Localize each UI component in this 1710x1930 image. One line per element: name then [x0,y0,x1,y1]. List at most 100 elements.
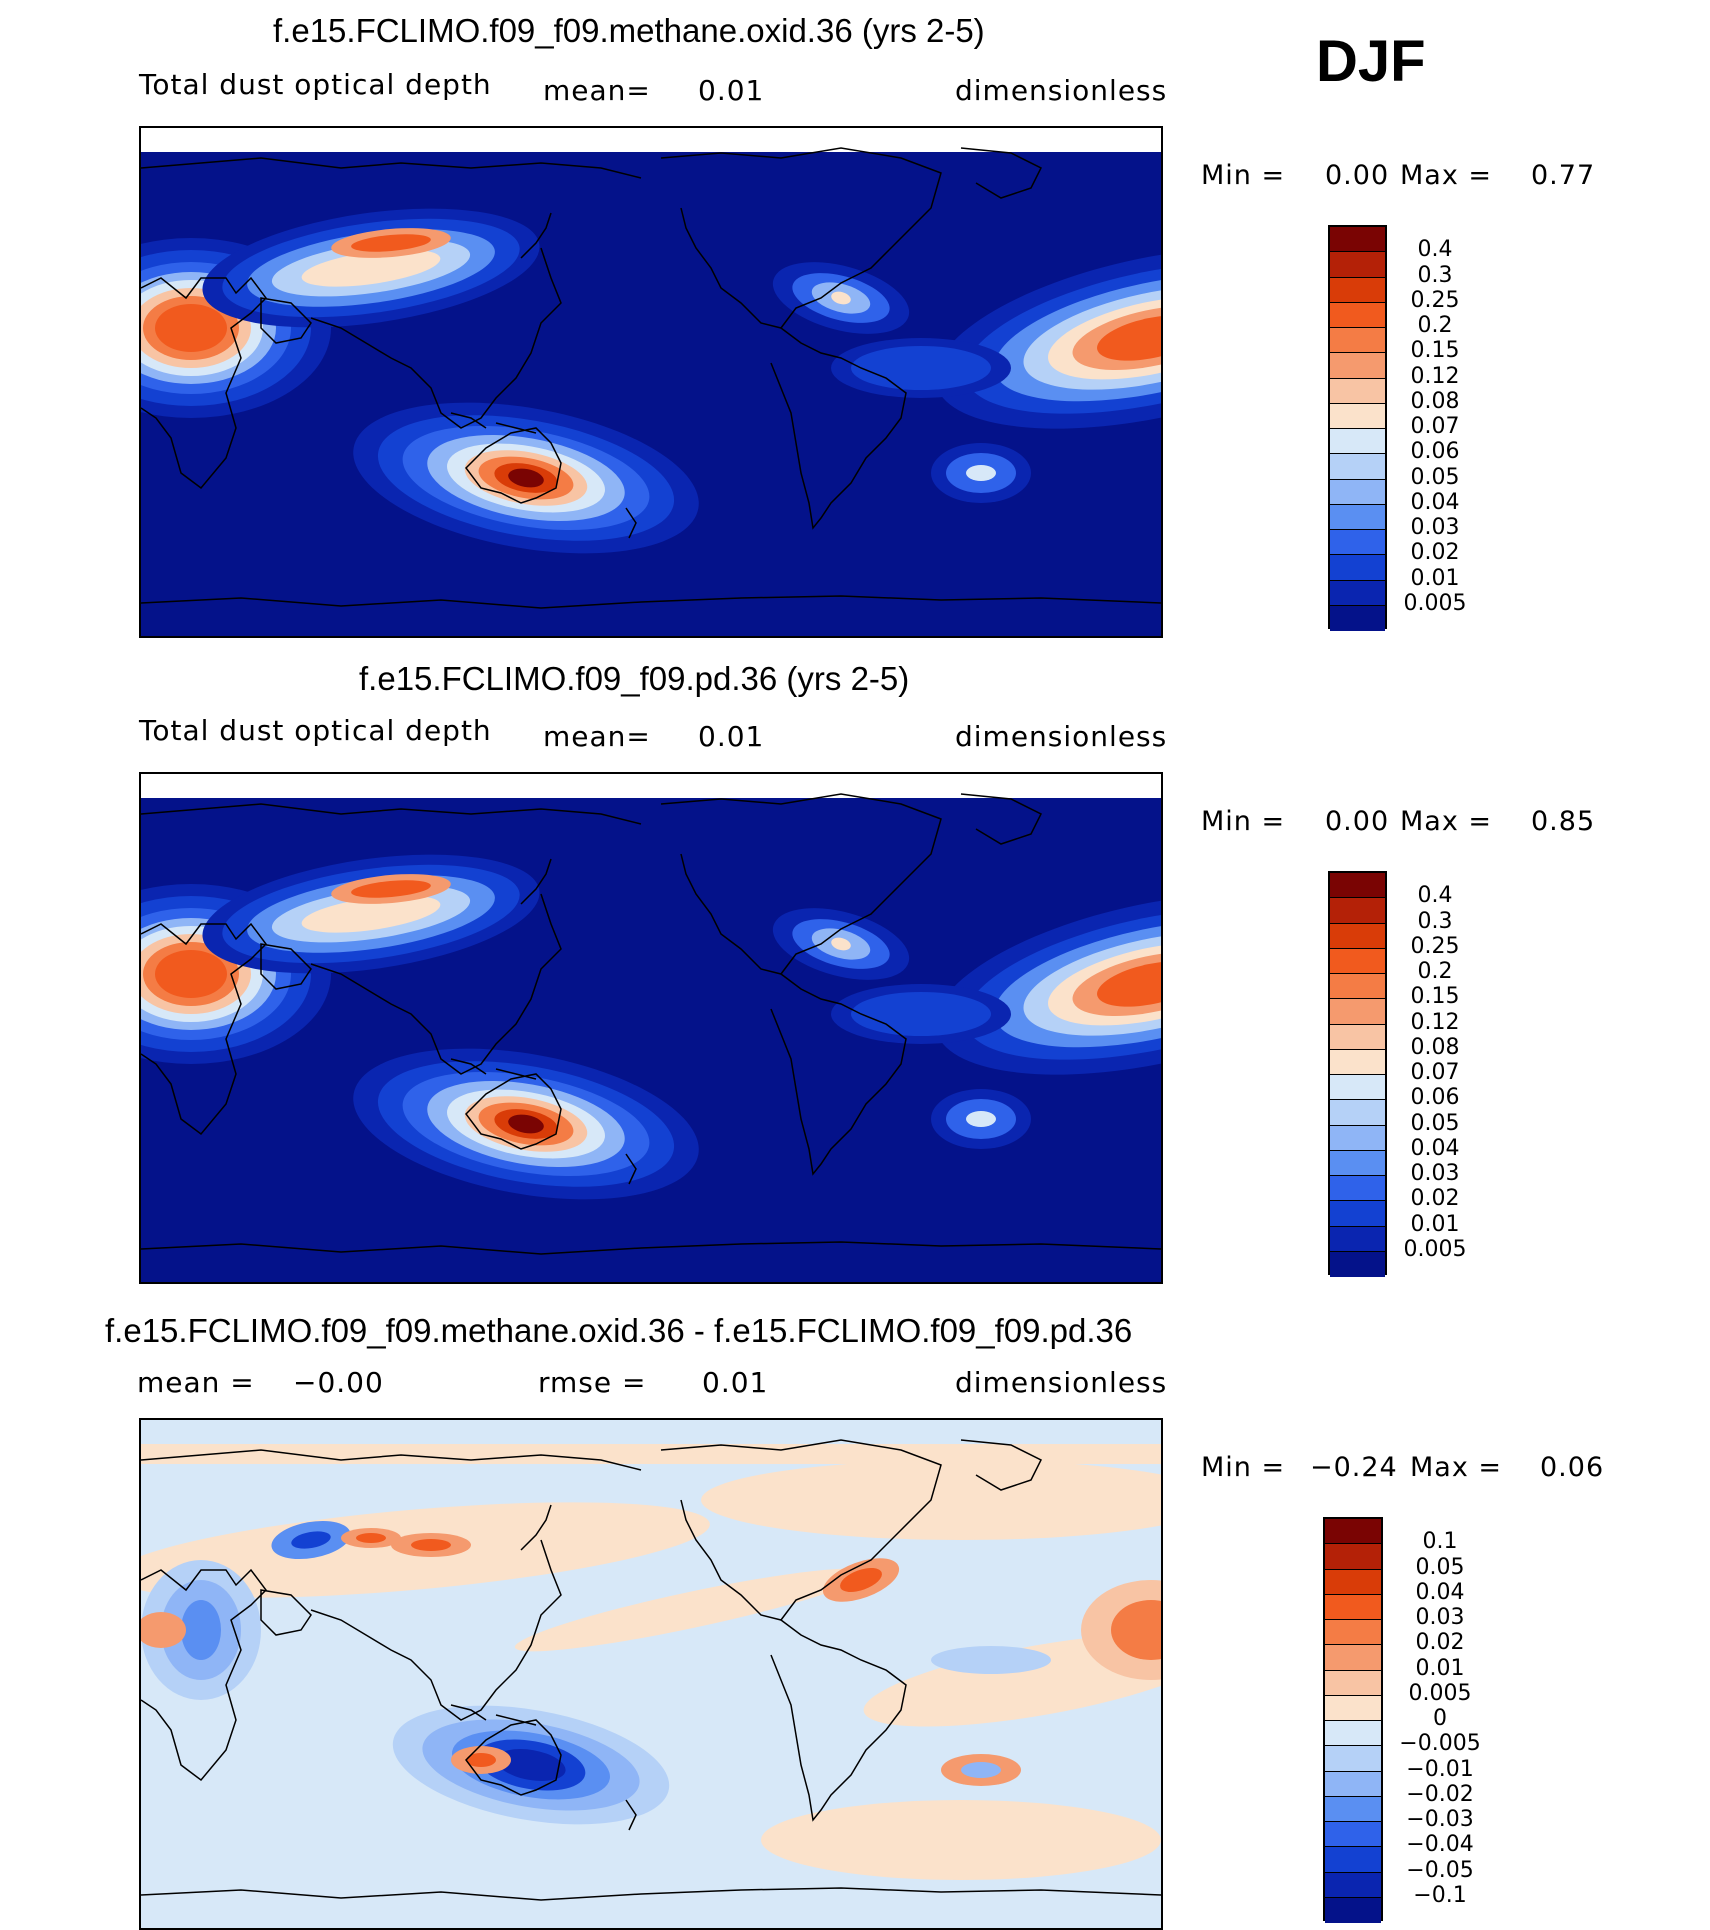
colorbar-swatch [1330,1049,1385,1075]
colorbar-tick-label: 0.15 [1410,338,1460,364]
colorbar-tick-label: 0.02 [1410,1186,1460,1212]
colorbar-swatch [1330,898,1385,924]
colorbar-tick-label: 0.3 [1417,908,1453,934]
colorbar-tick-label: 0.06 [1410,1085,1460,1111]
panel-1-units: dimensionless [955,74,1168,107]
colorbar-swatch [1325,1771,1381,1797]
colorbar-swatch [1330,999,1385,1025]
colorbar-tick-label: 0 [1433,1706,1447,1731]
colorbar-tick-label: 0.01 [1410,1211,1460,1237]
panel-3-mean-value: −0.00 [293,1366,384,1399]
colorbar-swatch [1325,1594,1381,1620]
panel-1-min-label: Min = [1201,160,1286,191]
panel-3-max-label: Max = [1410,1452,1503,1483]
colorbar-swatch [1330,504,1385,530]
colorbar-swatch [1325,1746,1381,1772]
panel-3-min-label: Min = [1201,1452,1286,1483]
colorbar-swatch [1330,378,1385,404]
colorbar-swatch [1330,580,1385,606]
colorbar-tick-label: −0.04 [1406,1832,1474,1858]
colorbar-swatch [1330,1024,1385,1050]
colorbar-swatch [1330,873,1385,899]
colorbar-swatch [1330,277,1385,303]
colorbar-tick-label: 0.05 [1410,1110,1460,1136]
colorbar-swatch [1330,1150,1385,1176]
colorbar-tick-label: 0.02 [1415,1630,1465,1656]
colorbar-swatch [1330,429,1385,455]
panel-2-mean-label: mean= [543,720,651,753]
colorbar-tick-label: 0.05 [1415,1554,1465,1580]
panel-3-rmse-label: rmse = [538,1366,647,1399]
colorbar-swatch [1330,252,1385,278]
colorbar-swatch [1325,1645,1381,1671]
colorbar-tick-label: 0.2 [1417,313,1453,338]
colorbar-tick-label: 0.12 [1410,1009,1460,1035]
colorbar-tick-label: 0.03 [1410,1161,1460,1186]
colorbar-swatch [1325,1847,1381,1873]
colorbar-swatch [1330,403,1385,429]
colorbar-tick-label: 0.06 [1410,439,1460,465]
colorbar-tick-label: −0.03 [1406,1807,1474,1832]
colorbar-swatch [1330,1100,1385,1126]
panel-1-map [139,126,1163,638]
colorbar-swatch [1325,1897,1381,1923]
panel-2-min-label: Min = [1201,806,1286,837]
colorbar-swatch [1330,948,1385,974]
colorbar-tick-label: 0.25 [1410,933,1460,959]
colorbar-tick-label: −0.005 [1399,1731,1481,1757]
panel-1-colorbar [1328,225,1387,631]
colorbar-swatch [1330,530,1385,556]
colorbar-swatch [1325,1721,1381,1747]
colorbar-tick-label: 0.04 [1415,1579,1465,1605]
panel-3-mean-label: mean = [137,1366,255,1399]
colorbar-tick-label: 0.005 [1403,590,1467,616]
panel-1-max-value: 0.77 [1531,160,1596,191]
panel-1-title: f.e15.FCLIMO.f09_f09.methane.oxid.36 (yr… [273,12,985,49]
season-label: DJF [1316,29,1426,94]
colorbar-tick-label: 0.4 [1417,237,1453,263]
colorbar-tick-label: 0.03 [1410,515,1460,540]
colorbar-tick-label: 0.01 [1410,565,1460,591]
colorbar-swatch [1330,454,1385,480]
panel-2-map [139,772,1163,1284]
colorbar-swatch [1325,1544,1381,1570]
panel-3-title: f.e15.FCLIMO.f09_f09.methane.oxid.36 - f… [105,1312,1133,1349]
colorbar-tick-label: 0.12 [1410,363,1460,389]
colorbar-swatch [1330,328,1385,354]
colorbar-tick-label: −0.02 [1406,1781,1474,1807]
colorbar-tick-label: 0.03 [1415,1605,1465,1630]
colorbar-tick-label: 0.1 [1422,1529,1458,1555]
colorbar-swatch [1330,1125,1385,1151]
colorbar-tick-label: −0.01 [1406,1756,1474,1782]
colorbar-swatch [1330,1075,1385,1101]
colorbar-tick-label: 0.01 [1415,1655,1465,1681]
colorbar-tick-label: 0.04 [1410,1135,1460,1161]
colorbar-tick-label: 0.04 [1410,489,1460,515]
panel-2-mean-value: 0.01 [698,720,765,753]
panel-3-rmse-value: 0.01 [702,1366,769,1399]
panel-1-max-label: Max = [1400,160,1493,191]
colorbar-tick-label: 0.05 [1410,464,1460,490]
colorbar-swatch [1330,923,1385,949]
colorbar-tick-label: 0.15 [1410,984,1460,1010]
colorbar-swatch [1330,1201,1385,1227]
colorbar-tick-label: 0.08 [1410,388,1460,414]
colorbar-swatch [1325,1695,1381,1721]
panel-2-max-value: 0.85 [1531,806,1596,837]
colorbar-tick-label: 0.08 [1410,1034,1460,1060]
colorbar-swatch [1325,1796,1381,1822]
panel-2-min-value: 0.00 [1325,806,1390,837]
colorbar-swatch [1330,1226,1385,1252]
panel-1-mean-label: mean= [543,74,651,107]
colorbar-swatch [1330,605,1385,631]
colorbar-swatch [1325,1519,1381,1545]
colorbar-swatch [1325,1822,1381,1848]
colorbar-swatch [1330,1251,1385,1277]
panel-3-units: dimensionless [955,1366,1168,1399]
colorbar-tick-label: 0.25 [1410,287,1460,313]
colorbar-tick-label: 0.005 [1403,1236,1467,1262]
panel-3-min-value: −0.24 [1310,1452,1398,1483]
panel-3-colorbar [1323,1517,1383,1923]
panel-1-mean-value: 0.01 [698,74,765,107]
panel-2-colorbar [1328,871,1387,1277]
